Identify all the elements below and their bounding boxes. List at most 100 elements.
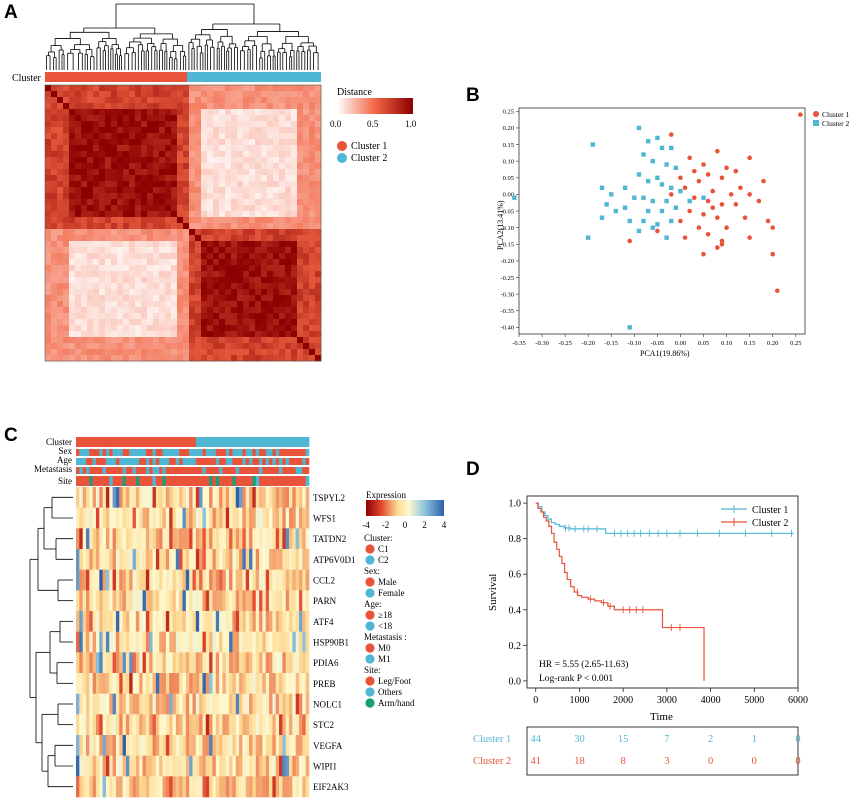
heatmap-cell <box>93 133 100 140</box>
expression-cell <box>175 714 180 736</box>
heatmap-cell <box>261 277 268 284</box>
expression-cell <box>119 735 123 756</box>
expression-cell <box>235 487 240 508</box>
heatmap-cell <box>225 295 232 302</box>
expression-cell <box>305 673 310 694</box>
expression-cell <box>292 528 296 550</box>
heatmap-cell <box>153 205 160 212</box>
heatmap-cell <box>243 343 250 350</box>
heatmap-cell <box>57 289 64 296</box>
heatmap-cell <box>315 103 322 110</box>
heatmap-cell <box>309 337 316 344</box>
heatmap-cell <box>273 253 280 260</box>
heatmap-cell <box>129 223 136 230</box>
expression-cell <box>82 714 87 736</box>
heatmap-cell <box>189 223 196 230</box>
expression-cell <box>245 507 250 529</box>
heatmap-cell <box>195 229 202 236</box>
annotation-cell <box>199 437 203 447</box>
expression-cell <box>132 652 137 674</box>
scatter-point-cluster-2 <box>622 205 628 210</box>
expression-cell <box>275 693 280 715</box>
annotation-cell <box>182 467 187 474</box>
expression-cell <box>239 487 243 508</box>
expression-cell <box>125 590 130 612</box>
expression-cell <box>229 735 233 756</box>
annotation-cell <box>279 476 283 486</box>
heatmap-cell <box>297 121 304 128</box>
expression-cell <box>102 549 107 570</box>
annotation-cell <box>212 467 217 474</box>
heatmap-cell <box>231 217 238 224</box>
heatmap-cell <box>291 121 298 128</box>
expression-cell <box>115 652 120 674</box>
legend-item-label: ≥18 <box>378 610 392 620</box>
heatmap-cell <box>201 259 208 266</box>
heatmap-cell <box>219 223 226 230</box>
heatmap-cell <box>81 91 88 98</box>
heatmap-cell <box>129 289 136 296</box>
expression-cell <box>219 735 223 756</box>
y-tick-label: -0.40 <box>500 325 514 332</box>
y-tick-label: 0.0 <box>509 676 522 687</box>
heatmap-cell <box>105 349 112 356</box>
expression-cell <box>229 714 233 736</box>
annotation-cell <box>302 467 306 474</box>
heatmap-cell <box>111 181 118 188</box>
heatmap-cell <box>63 163 70 170</box>
heatmap-cell <box>207 133 214 140</box>
heatmap-cell <box>261 343 268 350</box>
expression-cell <box>299 776 303 798</box>
heatmap-cell <box>243 325 250 332</box>
heatmap-cell <box>123 103 130 110</box>
expression-cell <box>145 611 150 632</box>
heatmap-cell <box>123 241 130 248</box>
gene-label: VEGFA <box>313 741 343 751</box>
expression-cell <box>282 569 286 591</box>
expression-cell <box>145 735 150 756</box>
expression-cell <box>122 755 127 777</box>
heatmap-cell <box>213 103 220 110</box>
heatmap-cell <box>45 97 52 104</box>
heatmap-cell <box>195 157 202 164</box>
heatmap-cell <box>171 325 178 332</box>
expression-cell <box>122 611 127 632</box>
heatmap-cell <box>129 355 136 362</box>
expression-cell <box>112 611 117 632</box>
heatmap-cell <box>63 103 70 110</box>
heatmap-cell <box>153 199 160 206</box>
heatmap-cell <box>75 349 82 356</box>
annotation-cell <box>139 476 143 486</box>
heatmap-cell <box>45 331 52 338</box>
expression-cell <box>169 735 173 756</box>
expression-cell <box>205 528 210 550</box>
heatmap-cell <box>207 277 214 284</box>
expression-cell <box>192 673 197 694</box>
expression-cell <box>235 735 240 756</box>
expression-cell <box>199 652 203 674</box>
heatmap-cell <box>243 151 250 158</box>
expression-cell <box>225 569 230 591</box>
annotation-cell <box>235 449 240 456</box>
annotation-cell <box>299 437 303 447</box>
heatmap-cell <box>69 205 76 212</box>
heatmap-cell <box>105 331 112 338</box>
expression-cell <box>189 673 193 694</box>
expression-cell <box>109 652 113 674</box>
heatmap-cell <box>297 97 304 104</box>
annotation-cell <box>202 458 207 465</box>
heatmap-cell <box>243 103 250 110</box>
heatmap-cell <box>273 157 280 164</box>
expression-cell <box>99 755 103 777</box>
expression-cell <box>285 507 290 529</box>
heatmap-cell <box>171 91 178 98</box>
heatmap-cell <box>63 109 70 116</box>
heatmap-cell <box>243 175 250 182</box>
heatmap-cell <box>207 139 214 146</box>
expression-cell <box>179 507 183 529</box>
heatmap-cell <box>207 205 214 212</box>
heatmap-cell <box>261 133 268 140</box>
heatmap-cell <box>51 169 58 176</box>
annotation-cell <box>172 449 177 456</box>
heatmap-cell <box>135 349 142 356</box>
